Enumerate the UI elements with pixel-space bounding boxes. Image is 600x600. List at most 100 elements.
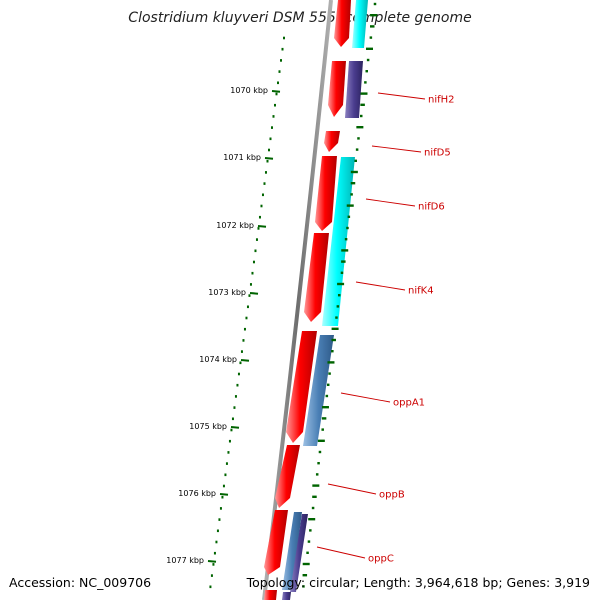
coordinate-tick-label: 1076 kbp xyxy=(178,489,216,498)
gc-skew-mark xyxy=(328,372,331,375)
coordinate-ticks: 1070 kbp 1071 kbp 1072 kbp 1073 kbp 1074 kbp… xyxy=(166,86,281,565)
gc-dot xyxy=(283,36,285,40)
gc-skew-mark xyxy=(321,406,329,409)
gc-skew-mark xyxy=(327,361,335,364)
coordinate-tick-label: 1071 kbp xyxy=(223,153,261,162)
map-title: Clostridium kluyveri DSM 555, complete g… xyxy=(128,10,472,26)
purple-feature xyxy=(345,61,363,118)
coordinate-tick-label: 1072 kbp xyxy=(216,221,254,230)
coordinate-tick xyxy=(230,426,240,429)
gc-dot xyxy=(261,193,264,197)
gc-skew-mark xyxy=(369,25,375,28)
gc-skew-mark xyxy=(326,383,330,386)
gene-label: nifD6 xyxy=(418,202,445,213)
cds-arrow xyxy=(324,131,340,152)
coordinate-tick xyxy=(219,493,229,496)
coordinate-tick-label: 1077 kbp xyxy=(166,556,204,565)
gc-dot xyxy=(255,238,258,241)
gc-skew-mark xyxy=(369,36,373,39)
gc-dot xyxy=(236,383,239,387)
gc-dot xyxy=(227,451,230,454)
gc-skew-mark xyxy=(359,114,363,118)
gc-skew-mark xyxy=(354,159,357,162)
gc-dot xyxy=(222,484,225,488)
gc-dot xyxy=(221,495,224,499)
accession-text: Accession: NC_009706 xyxy=(9,575,152,590)
gc-dot xyxy=(246,305,249,309)
gc-skew-mark xyxy=(346,204,354,207)
gc-skew-inner-track xyxy=(209,36,285,589)
gc-dot xyxy=(278,70,281,73)
gene-leader-line xyxy=(371,145,422,153)
gc-dot xyxy=(242,339,245,342)
gc-dot xyxy=(273,103,276,107)
gc-dot xyxy=(231,417,234,421)
gene-label: nifD5 xyxy=(424,148,451,159)
cds-arrow xyxy=(334,0,351,47)
gc-dot xyxy=(263,182,266,185)
gc-skew-mark xyxy=(317,462,320,465)
gc-dot xyxy=(213,551,216,555)
gc-dot xyxy=(243,327,246,331)
gc-skew-mark xyxy=(331,350,334,353)
gc-dot xyxy=(225,462,228,465)
gc-skew-mark xyxy=(341,249,349,252)
gc-skew-mark xyxy=(365,47,373,50)
gene-label: oppA1 xyxy=(393,398,425,409)
gc-dot xyxy=(254,249,257,253)
gc-skew-mark xyxy=(360,103,365,106)
gc-skew-mark xyxy=(308,518,316,521)
gc-skew-mark xyxy=(309,529,312,532)
gc-dot xyxy=(239,361,242,365)
gc-dot xyxy=(215,540,218,544)
gc-dot xyxy=(275,92,278,96)
gc-skew-mark xyxy=(346,226,349,230)
gc-dot xyxy=(249,283,252,286)
gc-skew-mark xyxy=(364,81,367,84)
gc-skew-mark xyxy=(306,551,309,554)
gene-labels: nifH2 nifD5 nifD6 nifK4 oppA1 oppB oppC xyxy=(316,92,455,565)
gc-skew-mark xyxy=(337,294,341,297)
gc-skew-mark xyxy=(373,2,377,6)
gene-leader-line xyxy=(340,392,391,403)
cds-arrow xyxy=(304,233,329,322)
gc-skew-mark xyxy=(350,170,358,174)
cds-arrow xyxy=(286,331,317,443)
gc-skew-mark xyxy=(312,484,320,487)
forward-strand-track xyxy=(264,0,351,600)
cds-arrow xyxy=(275,445,300,508)
coordinate-tick-label: 1070 kbp xyxy=(230,86,268,95)
gc-dot xyxy=(216,529,219,533)
gc-skew-mark xyxy=(302,574,308,577)
cds-arrow xyxy=(315,156,337,231)
gc-skew-mark xyxy=(312,495,317,498)
gc-dot xyxy=(257,227,260,230)
gc-skew-mark xyxy=(315,473,319,476)
gc-dot xyxy=(279,59,282,62)
cds-arrow xyxy=(264,590,277,600)
gc-skew-mark xyxy=(370,14,378,17)
gc-skew-outer-track xyxy=(302,2,378,588)
coordinate-tick xyxy=(249,292,259,295)
gc-dot xyxy=(210,574,213,577)
gc-skew-mark xyxy=(350,182,356,185)
gc-dot xyxy=(228,439,231,443)
gc-skew-mark xyxy=(347,215,351,218)
gc-skew-mark xyxy=(325,394,329,398)
coordinate-tick xyxy=(271,90,281,93)
gc-dot xyxy=(258,215,261,219)
gc-dot xyxy=(240,350,243,353)
gc-skew-mark xyxy=(366,58,370,62)
cyan-feature xyxy=(322,157,355,326)
gc-skew-mark xyxy=(317,439,325,442)
purple-feature xyxy=(290,514,308,592)
gc-skew-mark xyxy=(355,148,359,151)
gc-dot xyxy=(260,204,263,208)
gc-dot xyxy=(266,159,269,163)
gene-leader-line xyxy=(355,281,406,291)
gc-dot xyxy=(245,316,248,320)
gc-skew-mark xyxy=(331,338,336,342)
gc-skew-mark xyxy=(341,260,346,263)
gc-skew-mark xyxy=(321,428,324,431)
